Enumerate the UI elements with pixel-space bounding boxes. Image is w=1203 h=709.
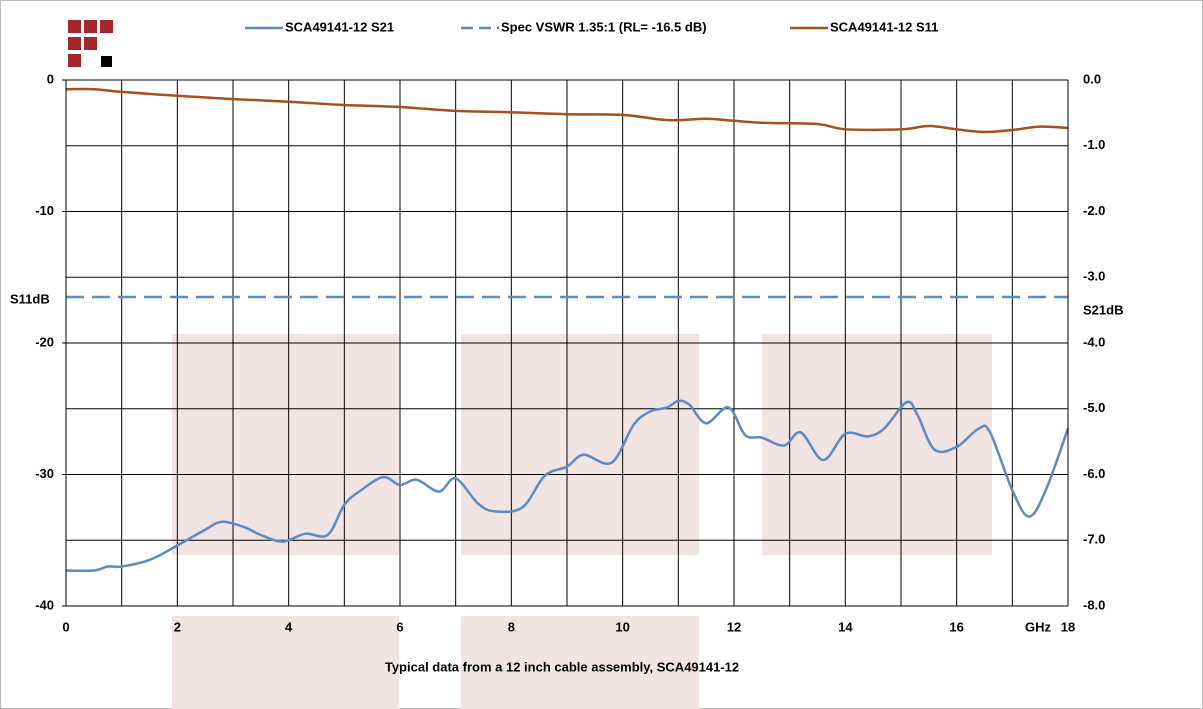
y2-tick-label: -2.0 <box>1083 203 1105 218</box>
logo-square <box>84 20 97 33</box>
y2-tick-label: -8.0 <box>1083 597 1105 612</box>
logo-square <box>101 56 112 67</box>
y2-tick-label: 0.0 <box>1083 71 1101 86</box>
y-axis-label: S11dB <box>10 291 50 306</box>
shade <box>172 616 399 709</box>
annotation: Typical data from a 12 inch cable assemb… <box>385 659 739 674</box>
y-tick-label: -10 <box>35 203 54 218</box>
legend-label: Spec VSWR 1.35:1 (RL= -16.5 dB) <box>501 19 707 34</box>
y2-axis-label: S21dB <box>1083 302 1123 317</box>
x-tick-label: 12 <box>727 619 741 634</box>
shade <box>172 334 399 555</box>
shade <box>461 616 699 709</box>
x-tick-label: 14 <box>838 619 853 634</box>
x-tick-label: 4 <box>285 619 293 634</box>
y-tick-label: -30 <box>35 466 54 481</box>
x-tick-label: 8 <box>508 619 515 634</box>
x-tick-label: 16 <box>949 619 963 634</box>
y-tick-label: 0 <box>47 71 54 86</box>
logo-square <box>100 20 113 33</box>
y-tick-label: -20 <box>35 334 54 349</box>
logo-square <box>68 20 81 33</box>
legend-label: SCA49141-12 S11 <box>830 19 938 34</box>
x-axis-label: GHz <box>1025 619 1052 634</box>
y2-tick-label: -1.0 <box>1083 137 1105 152</box>
x-tick-label: 10 <box>615 619 629 634</box>
series-line <box>65 87 1069 134</box>
logo-square <box>68 54 81 67</box>
x-tick-label: 0 <box>62 619 69 634</box>
logo <box>68 20 113 67</box>
logo-square <box>68 37 81 50</box>
y-tick-label: -40 <box>35 597 54 612</box>
y2-tick-label: -3.0 <box>1083 269 1105 284</box>
logo-square <box>84 37 97 50</box>
y2-tick-label: -6.0 <box>1083 466 1105 481</box>
shading <box>172 334 992 709</box>
x-tick-label: 18 <box>1061 619 1075 634</box>
y2-tick-label: -4.0 <box>1083 334 1105 349</box>
y2-tick-label: -5.0 <box>1083 400 1105 415</box>
shade <box>762 334 992 555</box>
shade <box>461 334 699 555</box>
x-tick-label: 6 <box>396 619 403 634</box>
legend-label: SCA49141-12 S21 <box>285 19 394 34</box>
x-tick-label: 2 <box>174 619 181 634</box>
series-line <box>65 399 1070 573</box>
y2-tick-label: -7.0 <box>1083 532 1105 547</box>
